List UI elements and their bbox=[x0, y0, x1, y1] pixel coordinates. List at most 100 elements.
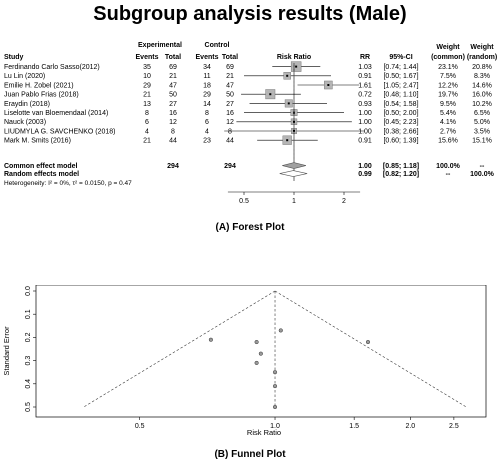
table-cell-ctl-events: 34 bbox=[203, 64, 211, 71]
table-cell-rr-value: 0.91 bbox=[358, 73, 372, 80]
funnel-y-axis-label: Standard Error bbox=[2, 326, 11, 376]
table-cell-ctl-events: 11 bbox=[203, 73, 210, 80]
header-exp-total: Total bbox=[165, 54, 181, 61]
table-cell-ci-value: [0.74; 1.44] bbox=[383, 64, 418, 71]
table-cell-exp-total: 44 bbox=[169, 138, 177, 145]
table-cell-rr-value: 1.61 bbox=[358, 82, 372, 89]
table-cell-ctl-events: 4 bbox=[205, 128, 209, 135]
table-cell-ci-value: [0.50; 1.67] bbox=[383, 73, 418, 80]
table-cell-rr-value: 0.72 bbox=[358, 92, 372, 99]
funnel-caption: (B) Funnel Plot bbox=[214, 449, 286, 460]
table-cell-ctl-events: 8 bbox=[205, 110, 209, 117]
table-cell-weight-common: 2.7% bbox=[440, 128, 456, 135]
table-cell-ctl-total: 21 bbox=[226, 73, 234, 80]
header-exp-events: Events bbox=[136, 54, 159, 61]
table-cell-ctl-total: 47 bbox=[226, 82, 234, 89]
table-cell-ci-value: [0.54; 1.58] bbox=[383, 101, 418, 108]
header-rr: RR bbox=[360, 54, 370, 61]
random-rr: 0.99 bbox=[358, 171, 372, 178]
table-cell-weight-common: 5.4% bbox=[440, 110, 456, 117]
table-cell-weight-common: 7.5% bbox=[440, 73, 456, 80]
random-weight-random: 100.0% bbox=[470, 171, 495, 178]
funnel-y-tick-label: 0.5 bbox=[25, 402, 32, 412]
funnel-right-boundary bbox=[274, 290, 467, 408]
header-ci: 95%-CI bbox=[389, 54, 412, 61]
table-cell-weight-common: 4.1% bbox=[440, 119, 456, 126]
common-weight-random: -- bbox=[480, 163, 485, 170]
table-cell-weight-common: 23.1% bbox=[438, 64, 458, 71]
funnel-y-tick-label: 0.0 bbox=[25, 286, 32, 296]
table-cell-ctl-total: 44 bbox=[226, 138, 234, 145]
table-cell-ctl-events: 29 bbox=[203, 92, 211, 99]
table-cell-ctl-events: 6 bbox=[205, 119, 209, 126]
table-cell-exp-total: 12 bbox=[169, 119, 177, 126]
table-cell-ctl-events: 23 bbox=[203, 138, 211, 145]
header-common: (common) bbox=[431, 54, 465, 61]
table-cell-study-name: Liselotte van Bloemendaal (2014) bbox=[4, 110, 108, 117]
page-title: Subgroup analysis results (Male) bbox=[93, 3, 407, 25]
forest-x-tick-label: 1 bbox=[292, 198, 296, 205]
table-cell-study-name: Lu Lin (2020) bbox=[4, 73, 45, 80]
table-cell-exp-total: 27 bbox=[169, 101, 177, 108]
table-cell-exp-events: 29 bbox=[143, 82, 151, 89]
funnel-y-tick-label: 0.3 bbox=[25, 356, 32, 366]
common-weight-common: 100.0% bbox=[436, 163, 461, 170]
funnel-plot: 0.5 1.0 1.5 2.0 2.5 0.0 0.1 0.2 0.3 0.4 0.5 Risk R… bbox=[2, 285, 487, 460]
table-cell-rr-value: 0.93 bbox=[358, 101, 372, 108]
table-cell-study-name: Juan Pablo Frias (2018) bbox=[4, 92, 79, 99]
forest-x-tick-label: 2 bbox=[342, 198, 346, 205]
table-cell-exp-total: 50 bbox=[169, 92, 177, 99]
effect-point bbox=[286, 74, 289, 77]
table-cell-exp-total: 16 bbox=[169, 110, 177, 117]
table-cell-study-name: Emilie H. Zobel (2021) bbox=[4, 82, 74, 89]
table-cell-rr-value: 1.03 bbox=[358, 64, 372, 71]
table-cell-ctl-total: 69 bbox=[226, 64, 234, 71]
effect-point bbox=[286, 139, 289, 142]
table-cell-ctl-total: 8 bbox=[228, 128, 232, 135]
funnel-study-point bbox=[254, 360, 259, 365]
funnel-x-axis-label: Risk Ratio bbox=[247, 428, 281, 437]
table-cell-ci-value: [0.60; 1.39] bbox=[383, 138, 418, 145]
heterogeneity-text: Heterogeneity: I² = 0%, τ² = 0.0150, p =… bbox=[4, 180, 132, 187]
random-weight-common: -- bbox=[446, 171, 451, 178]
table-cell-exp-total: 69 bbox=[169, 64, 177, 71]
table-cell-weight-random: 15.1% bbox=[472, 138, 492, 145]
table-cell-ci-value: [0.45; 2.23] bbox=[383, 119, 418, 126]
table-cell-exp-events: 6 bbox=[145, 119, 149, 126]
header-ctl-total: Total bbox=[222, 54, 238, 61]
forest-caption: (A) Forest Plot bbox=[216, 222, 286, 233]
funnel-study-point bbox=[258, 351, 263, 356]
table-cell-exp-events: 13 bbox=[143, 101, 151, 108]
funnel-plot-frame bbox=[35, 285, 487, 418]
table-cell-exp-events: 4 bbox=[145, 128, 149, 135]
table-cell-weight-common: 19.7% bbox=[438, 92, 458, 99]
table-cell-study-name: Mark M. Smits (2016) bbox=[4, 138, 71, 145]
table-cell-weight-random: 6.5% bbox=[474, 110, 490, 117]
table-cell-weight-common: 15.6% bbox=[438, 138, 458, 145]
header-experimental: Experimental bbox=[138, 42, 182, 49]
funnel-study-point bbox=[365, 339, 371, 345]
funnel-study-point bbox=[254, 339, 259, 345]
table-cell-rr-value: 1.00 bbox=[358, 128, 372, 135]
header-random: (random) bbox=[467, 54, 497, 61]
table-cell-exp-total: 21 bbox=[169, 73, 177, 80]
table-cell-rr-value: 1.00 bbox=[358, 119, 372, 126]
funnel-x-tick-label: 1.0 bbox=[270, 423, 280, 430]
table-cell-weight-common: 9.5% bbox=[440, 101, 456, 108]
table-cell-study-name: LIUDMYLA G. SAVCHENKO (2018) bbox=[4, 128, 116, 135]
common-model-label: Common effect model bbox=[4, 163, 78, 170]
table-cell-rr-value: 1.00 bbox=[358, 110, 372, 117]
table-cell-rr-value: 0.91 bbox=[358, 138, 372, 145]
table-cell-exp-total: 8 bbox=[171, 128, 175, 135]
funnel-left-boundary bbox=[83, 290, 276, 408]
effect-point bbox=[287, 102, 290, 105]
random-ci: [0.82; 1.20] bbox=[383, 171, 419, 178]
table-cell-weight-random: 10.2% bbox=[472, 101, 492, 108]
table-cell-exp-events: 35 bbox=[143, 64, 151, 71]
table-cell-ctl-total: 50 bbox=[226, 92, 234, 99]
table-cell-study-name: Eraydin (2018) bbox=[4, 101, 50, 108]
table-cell-weight-random: 5.0% bbox=[474, 119, 490, 126]
funnel-y-tick-label: 0.4 bbox=[25, 379, 32, 389]
table-cell-weight-random: 20.8% bbox=[472, 64, 492, 71]
common-ctl-total: 294 bbox=[224, 163, 236, 170]
